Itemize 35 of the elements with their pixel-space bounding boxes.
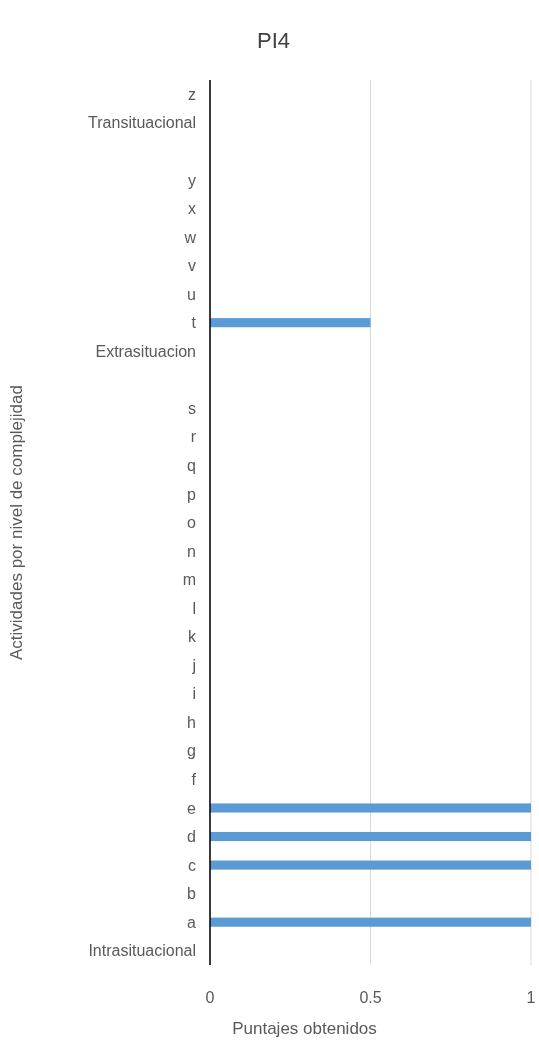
y-tick-label: n (187, 542, 196, 560)
y-tick-label: u (187, 285, 196, 303)
y-tick-label: d (187, 828, 196, 846)
y-tick-label: Intrasituacional (88, 942, 196, 960)
y-tick-label: k (188, 628, 197, 646)
y-tick-label: c (188, 856, 196, 874)
y-tick-label: Transituacional (88, 114, 196, 132)
x-tick-label: 0.5 (359, 989, 382, 1006)
y-tick-label: s (188, 399, 196, 417)
y-tick-label: j (191, 656, 196, 674)
x-tick-label: 1 (526, 989, 536, 1006)
y-tick-label: i (192, 685, 196, 703)
y-tick-label: a (187, 913, 197, 931)
y-tick-label: v (188, 257, 196, 275)
y-tick-label: o (187, 514, 197, 532)
y-tick-label: z (188, 85, 196, 103)
x-tick-label: 0 (205, 989, 215, 1006)
y-tick-label: h (187, 713, 196, 731)
y-tick-label: w (183, 228, 197, 246)
y-tick-label: t (191, 314, 197, 332)
y-tick-label: l (192, 599, 196, 617)
y-tick-label: y (188, 171, 196, 189)
y-tick-label: e (187, 799, 197, 817)
y-tick-label: Extrasituacion (95, 342, 196, 360)
y-tick-label: g (187, 742, 196, 760)
y-tick-label: f (191, 771, 197, 789)
y-tick-label: m (182, 571, 196, 589)
y-tick-label: p (187, 485, 197, 503)
y-tick-label: x (188, 200, 196, 218)
y-tick-label: q (187, 457, 196, 474)
y-tick-label: r (190, 428, 197, 446)
x-axis-title: Puntajes obtenidos (232, 1019, 377, 1038)
y-tick-label: b (187, 885, 197, 903)
y-axis-title: Actividades por nivel de complejidad (7, 385, 26, 660)
chart-title: PI4 (256, 28, 291, 53)
